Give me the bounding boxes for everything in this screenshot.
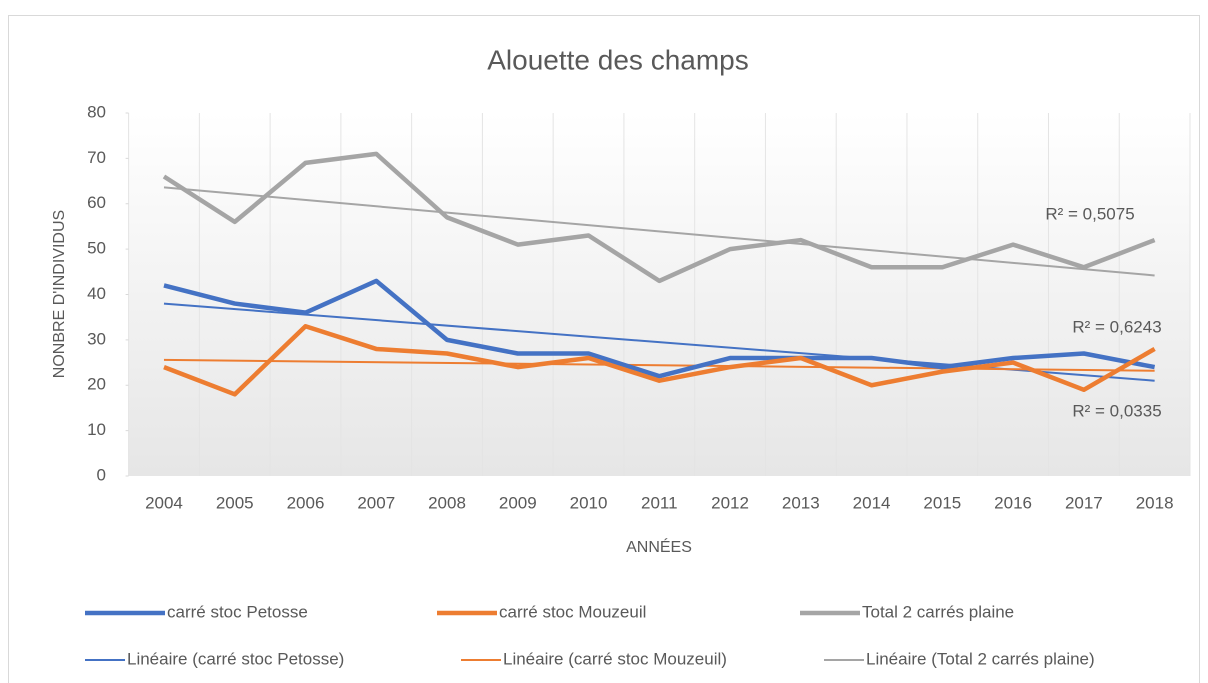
- trend-line: [163, 186, 1155, 277]
- series-line: [163, 278, 1156, 379]
- r2-annotation: R² = 0,0335: [1072, 401, 1161, 420]
- x-tick-label: 2016: [994, 493, 1032, 512]
- y-tick-label: 50: [87, 239, 106, 258]
- x-tick-label: 2006: [287, 493, 325, 512]
- x-tick-label: 2004: [145, 493, 183, 512]
- plot-area: [128, 113, 1191, 476]
- legend-label: carré stoc Petosse: [167, 602, 308, 621]
- x-tick-label: 2017: [1065, 493, 1103, 512]
- x-tick-label: 2010: [570, 493, 608, 512]
- x-tick-label: 2018: [1136, 493, 1174, 512]
- chart-title: Alouette des champs: [487, 44, 749, 75]
- legend-label: Linéaire (carré stoc Petosse): [127, 649, 344, 668]
- x-tick-label: 2011: [641, 493, 678, 512]
- y-axis-title: NONBRE D'INDIVIDUS: [51, 210, 68, 378]
- y-tick-label: 60: [87, 193, 106, 212]
- legend-label: carré stoc Mouzeuil: [499, 602, 646, 621]
- x-tick-label: 2008: [428, 493, 466, 512]
- y-tick-label: 20: [87, 375, 106, 394]
- trend-line: [163, 358, 1155, 372]
- series-line: [162, 151, 1156, 284]
- x-tick-label: 2009: [499, 493, 537, 512]
- x-tick-label: 2013: [782, 493, 820, 512]
- series-line: [163, 324, 1156, 397]
- x-tick-label: 2012: [711, 493, 749, 512]
- x-tick-label: 2005: [216, 493, 254, 512]
- r2-annotation: R² = 0,5075: [1045, 204, 1134, 223]
- y-tick-label: 0: [97, 465, 106, 484]
- r2-annotation: R² = 0,6243: [1072, 317, 1161, 336]
- legend-label: Total 2 carrés plaine: [862, 602, 1014, 621]
- y-tick-label: 80: [87, 102, 106, 121]
- y-tick-label: 40: [87, 284, 106, 303]
- y-tick-label: 70: [87, 148, 106, 167]
- y-tick-label: 30: [87, 329, 106, 348]
- y-tick-label: 10: [87, 420, 106, 439]
- x-tick-label: 2014: [853, 493, 891, 512]
- x-tick-label: 2015: [923, 493, 961, 512]
- legend-label: Linéaire (Total 2 carrés plaine): [866, 649, 1095, 668]
- x-axis-title: ANNÉES: [626, 537, 692, 556]
- legend-label: Linéaire (carré stoc Mouzeuil): [503, 649, 727, 668]
- x-tick-label: 2007: [357, 493, 395, 512]
